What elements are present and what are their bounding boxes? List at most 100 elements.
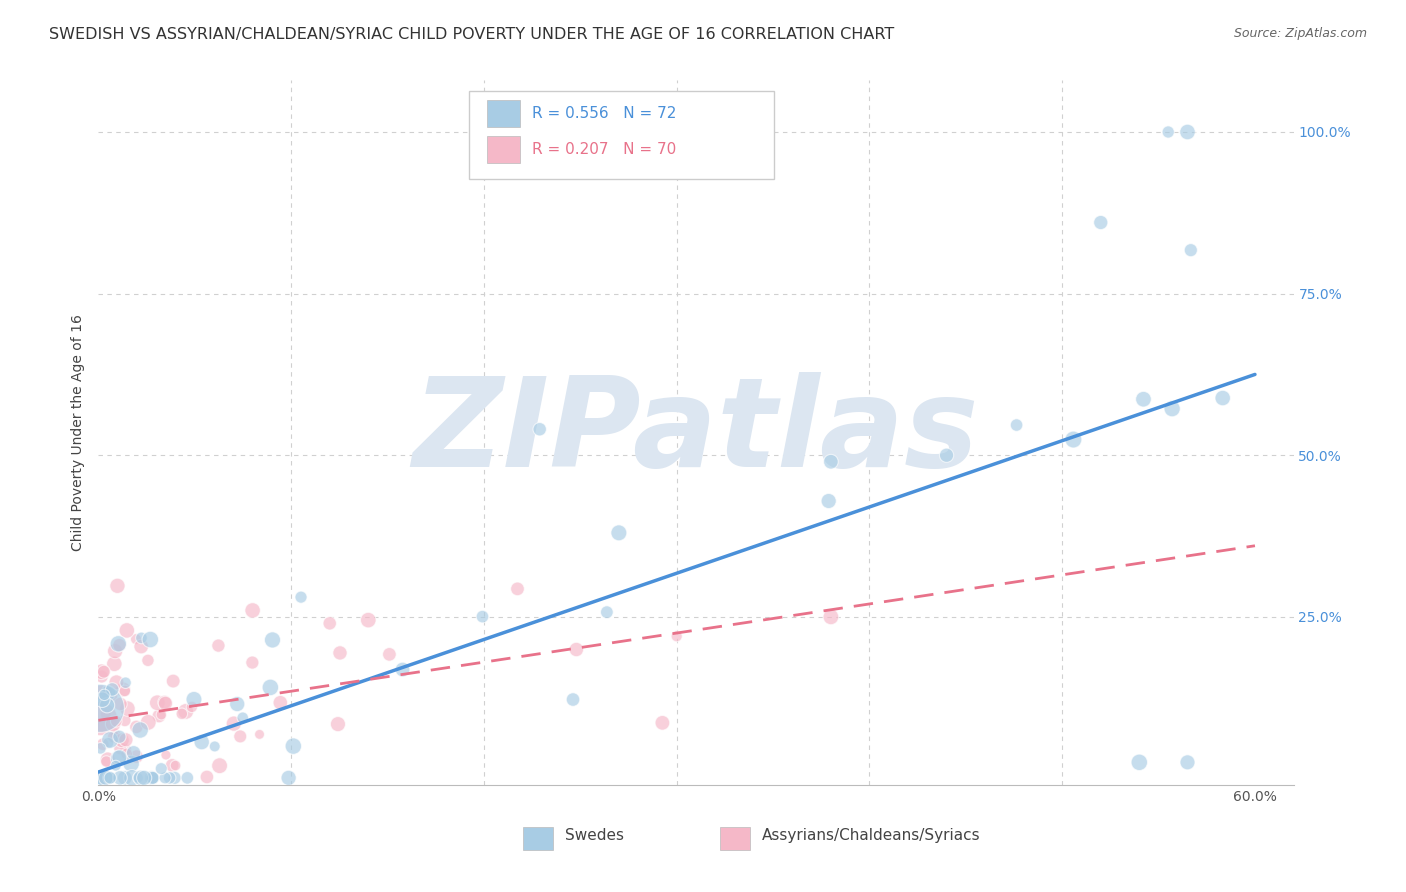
Point (269, 696, 291, 710)
Text: R = 0.207   N = 70: R = 0.207 N = 70 (533, 143, 676, 157)
Point (378, 648, 401, 662)
Point (249, 727, 271, 741)
Point (103, 730, 125, 744)
Point (150, 762, 173, 776)
Point (107, 637, 129, 651)
Point (232, 711, 254, 725)
Point (131, 631, 153, 645)
Point (229, 730, 252, 744)
Point (1177, 125, 1199, 139)
FancyBboxPatch shape (523, 827, 553, 850)
Point (114, 714, 136, 728)
Point (319, 616, 342, 631)
Point (1212, 391, 1234, 405)
Point (114, 684, 136, 698)
Point (141, 771, 163, 785)
Text: R = 0.556   N = 72: R = 0.556 N = 72 (533, 106, 676, 121)
Point (259, 681, 281, 695)
Point (562, 692, 585, 706)
Point (141, 771, 163, 785)
Point (94, 771, 117, 785)
Point (114, 675, 136, 690)
Point (163, 771, 186, 785)
Point (98, 771, 121, 785)
Point (141, 771, 163, 785)
Point (114, 771, 136, 785)
Point (90, 771, 112, 785)
Point (129, 723, 152, 737)
Point (93, 688, 115, 702)
Point (1128, 756, 1150, 770)
Point (107, 579, 129, 593)
Point (1161, 401, 1184, 416)
Point (105, 714, 128, 729)
Point (101, 682, 124, 697)
Text: Source: ZipAtlas.com: Source: ZipAtlas.com (1233, 27, 1367, 40)
Point (329, 646, 352, 660)
Point (89, 712, 111, 726)
Point (290, 590, 312, 604)
Point (506, 582, 529, 596)
Point (471, 609, 494, 624)
Point (98, 771, 121, 785)
Point (96, 683, 118, 698)
Y-axis label: Child Poverty Under the Age of 16: Child Poverty Under the Age of 16 (70, 314, 84, 551)
Point (90, 669, 112, 683)
Point (357, 613, 380, 627)
Point (97, 686, 120, 700)
Point (155, 697, 177, 711)
Point (103, 657, 125, 671)
Point (120, 756, 142, 771)
Point (665, 629, 688, 643)
Point (93, 665, 115, 679)
Point (160, 758, 183, 772)
Point (150, 707, 173, 722)
Point (112, 682, 135, 697)
Point (110, 697, 132, 711)
Point (104, 758, 127, 772)
FancyBboxPatch shape (470, 91, 773, 179)
Point (180, 700, 202, 714)
Point (108, 730, 131, 744)
Point (97, 736, 120, 750)
Point (1062, 433, 1084, 447)
Point (125, 720, 148, 734)
Point (153, 695, 176, 709)
Point (1132, 392, 1154, 407)
Point (108, 771, 131, 785)
Point (820, 455, 842, 469)
Point (607, 525, 630, 540)
FancyBboxPatch shape (486, 136, 520, 163)
Point (176, 771, 198, 785)
Point (817, 494, 839, 508)
Text: SWEDISH VS ASSYRIAN/CHALDEAN/SYRIAC CHILD POVERTY UNDER THE AGE OF 16 CORRELATIO: SWEDISH VS ASSYRIAN/CHALDEAN/SYRIAC CHIL… (49, 27, 894, 42)
Point (115, 747, 138, 761)
Point (108, 750, 131, 764)
Point (596, 605, 619, 619)
Point (96, 755, 118, 769)
Point (153, 771, 176, 785)
Point (98, 733, 121, 747)
Point (174, 705, 197, 719)
Point (148, 709, 170, 723)
Point (127, 771, 149, 785)
Point (139, 632, 162, 647)
Point (240, 656, 263, 670)
Point (195, 770, 218, 784)
FancyBboxPatch shape (720, 827, 749, 850)
Point (651, 715, 673, 730)
Point (262, 632, 284, 647)
Point (104, 644, 127, 658)
Text: ZIPatlas: ZIPatlas (413, 372, 979, 493)
Point (117, 701, 139, 715)
Point (90, 771, 112, 785)
Point (165, 758, 187, 772)
Point (94, 707, 117, 722)
Point (283, 739, 305, 753)
Point (159, 771, 181, 785)
Point (208, 758, 231, 772)
Point (207, 639, 229, 653)
Point (146, 696, 169, 710)
Point (222, 716, 245, 731)
Point (136, 653, 159, 667)
